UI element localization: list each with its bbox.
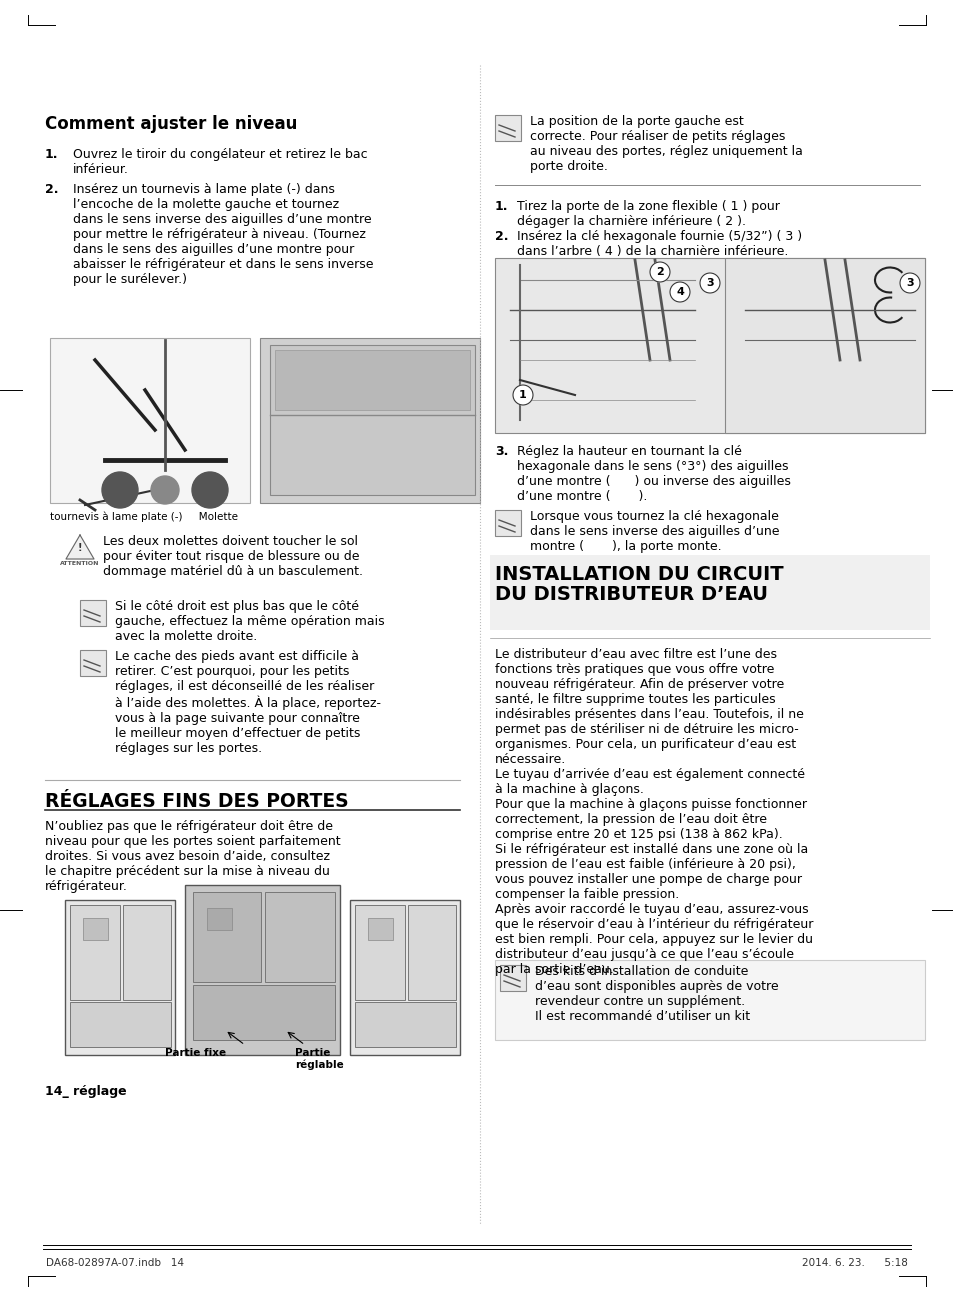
Bar — [355, 1002, 456, 1047]
Bar — [265, 892, 335, 982]
Text: Des kits d’installation de conduite
d’eau sont disponibles auprès de votre
reven: Des kits d’installation de conduite d’ea… — [535, 965, 778, 1023]
Text: Le distributeur d’eau avec filtre est l’une des
fonctions très pratiques que vou: Le distributeur d’eau avec filtre est l’… — [495, 648, 813, 976]
Bar — [70, 905, 120, 1000]
Circle shape — [151, 476, 179, 503]
Bar — [495, 114, 520, 141]
Bar — [495, 258, 924, 433]
Text: N’oubliez pas que le réfrigérateur doit être de
niveau pour que les portes soien: N’oubliez pas que le réfrigérateur doit … — [45, 820, 340, 892]
Text: Comment ajuster le niveau: Comment ajuster le niveau — [45, 114, 297, 133]
Text: 3.: 3. — [495, 445, 508, 458]
Bar — [368, 919, 393, 941]
Bar — [408, 905, 456, 1000]
Bar — [495, 510, 520, 536]
Circle shape — [649, 262, 669, 282]
Bar — [724, 258, 924, 433]
Text: 2.: 2. — [495, 230, 508, 243]
Text: Réglez la hauteur en tournant la clé: Réglez la hauteur en tournant la clé — [517, 445, 741, 458]
Text: La position de la porte gauche est
correcte. Pour réaliser de petits réglages
au: La position de la porte gauche est corre… — [530, 114, 802, 173]
Bar — [70, 1002, 171, 1047]
Text: RÉGLAGES FINS DES PORTES: RÉGLAGES FINS DES PORTES — [45, 792, 348, 811]
Bar — [274, 350, 470, 410]
Text: Partie fixe: Partie fixe — [165, 1049, 226, 1058]
Text: 2: 2 — [656, 267, 663, 277]
Text: Si le côté droit est plus bas que le côté
gauche, effectuez la même opération ma: Si le côté droit est plus bas que le côt… — [115, 600, 384, 643]
Bar — [495, 960, 924, 1039]
Text: 3: 3 — [905, 278, 913, 288]
Text: Ouvrez le tiroir du congélateur et retirez le bac
inférieur.: Ouvrez le tiroir du congélateur et retir… — [73, 148, 367, 176]
Text: ATTENTION: ATTENTION — [60, 561, 100, 566]
Text: Les deux molettes doivent toucher le sol
pour éviter tout risque de blessure ou : Les deux molettes doivent toucher le sol… — [103, 535, 363, 578]
Bar — [499, 965, 525, 991]
Bar — [65, 900, 174, 1055]
Text: Tirez la porte de la zone flexible ( 1 ) pour
dégager la charnière inférieure ( : Tirez la porte de la zone flexible ( 1 )… — [517, 200, 779, 228]
Bar — [207, 908, 232, 930]
Text: DU DISTRIBUTEUR D’EAU: DU DISTRIBUTEUR D’EAU — [495, 585, 767, 604]
Bar — [270, 345, 475, 494]
Bar — [490, 556, 929, 630]
Text: 2.: 2. — [45, 183, 58, 196]
Text: DA68-02897A-07.indb   14: DA68-02897A-07.indb 14 — [46, 1258, 184, 1268]
Polygon shape — [66, 535, 94, 559]
Text: 14_ réglage: 14_ réglage — [45, 1085, 127, 1098]
Text: 1: 1 — [518, 390, 526, 399]
Circle shape — [102, 472, 138, 507]
Bar — [50, 338, 250, 503]
Text: 1.: 1. — [45, 148, 58, 161]
Bar — [80, 650, 106, 677]
Bar — [260, 338, 479, 503]
Text: d’une montre (       ).: d’une montre ( ). — [517, 490, 647, 503]
Circle shape — [669, 282, 689, 302]
Bar — [355, 905, 405, 1000]
Bar — [350, 900, 459, 1055]
Circle shape — [700, 273, 720, 293]
Text: tournevis à lame plate (-)     Molette: tournevis à lame plate (-) Molette — [50, 513, 237, 523]
Text: INSTALLATION DU CIRCUIT: INSTALLATION DU CIRCUIT — [495, 565, 782, 584]
Text: 2014. 6. 23.      5:18: 2014. 6. 23. 5:18 — [801, 1258, 907, 1268]
Text: Insérez la clé hexagonale fournie (5/32”) ( 3 )
dans l’arbre ( 4 ) de la charniè: Insérez la clé hexagonale fournie (5/32”… — [517, 230, 801, 258]
Bar — [80, 600, 106, 626]
Text: d’une montre (      ) ou inverse des aiguilles: d’une montre ( ) ou inverse des aiguille… — [517, 475, 790, 488]
Text: Insérez un tournevis à lame plate (-) dans
l’encoche de la molette gauche et tou: Insérez un tournevis à lame plate (-) da… — [73, 183, 374, 286]
Bar — [185, 885, 339, 1055]
Text: Lorsque vous tournez la clé hexagonale
dans le sens inverse des aiguilles d’une
: Lorsque vous tournez la clé hexagonale d… — [530, 510, 779, 553]
Text: Le cache des pieds avant est difficile à
retirer. C’est pourquoi, pour les petit: Le cache des pieds avant est difficile à… — [115, 650, 380, 755]
Circle shape — [899, 273, 919, 293]
Circle shape — [513, 385, 533, 405]
Text: hexagonale dans le sens (°3°) des aiguilles: hexagonale dans le sens (°3°) des aiguil… — [517, 461, 788, 474]
Text: 1.: 1. — [495, 200, 508, 213]
Circle shape — [192, 472, 228, 507]
Bar — [123, 905, 171, 1000]
Bar — [193, 985, 335, 1039]
Bar — [83, 919, 108, 941]
Text: 3: 3 — [705, 278, 713, 288]
Bar — [193, 892, 261, 982]
Text: 4: 4 — [676, 288, 683, 297]
Text: !: ! — [77, 543, 82, 553]
Text: Partie
réglable: Partie réglable — [294, 1049, 343, 1071]
